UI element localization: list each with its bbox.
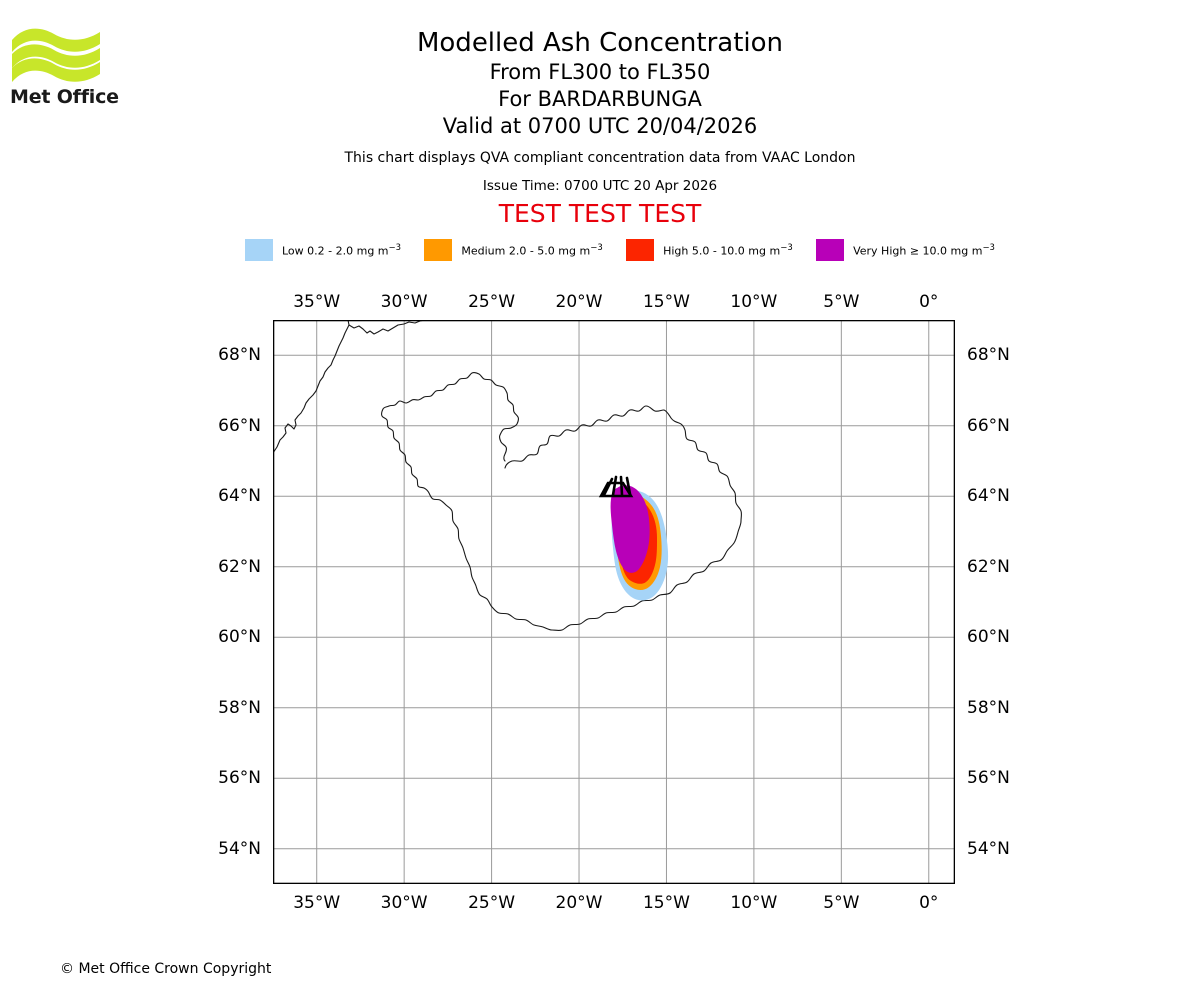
lat-tick-right: 66°N [967,416,1010,436]
lat-tick-left: 64°N [218,486,261,506]
lon-tick-top: 30°W [381,292,428,312]
lat-tick-right: 56°N [967,768,1010,788]
test-banner: TEST TEST TEST [280,199,920,229]
lon-tick-bottom: 15°W [643,893,690,913]
ash-concentration-map: 35°W30°W25°W20°W15°W10°W5°W0° 35°W30°W25… [273,320,955,884]
lon-tick-bottom: 0° [919,893,938,913]
legend-entry-low: Low 0.2 - 2.0 mg m−3 [245,239,401,261]
page-title: Modelled Ash Concentration [280,28,920,59]
lon-tick-top: 5°W [823,292,859,312]
map-canvas [273,320,955,884]
copyright-footer: © Met Office Crown Copyright [60,960,271,978]
lon-tick-top: 10°W [730,292,777,312]
lon-tick-top: 0° [919,292,938,312]
lat-tick-right: 68°N [967,345,1010,365]
lon-tick-bottom: 35°W [293,893,340,913]
legend-entry-high: High 5.0 - 10.0 mg m−3 [626,239,793,261]
issue-time: Issue Time: 0700 UTC 20 Apr 2026 [280,178,920,195]
lat-tick-left: 60°N [218,627,261,647]
legend-swatch-very-high [816,239,844,261]
lat-tick-left: 56°N [218,768,261,788]
map-background [273,320,955,884]
legend-label-medium: Medium 2.0 - 5.0 mg m−3 [461,242,602,258]
lat-tick-right: 62°N [967,557,1010,577]
logo-wordmark: Met Office [10,87,130,107]
lon-tick-bottom: 25°W [468,893,515,913]
flight-level-line: From FL300 to FL350 [280,59,920,86]
legend-entry-medium: Medium 2.0 - 5.0 mg m−3 [424,239,602,261]
lat-tick-right: 58°N [967,698,1010,718]
lon-tick-top: 35°W [293,292,340,312]
legend-label-high: High 5.0 - 10.0 mg m−3 [663,242,793,258]
lon-tick-top: 25°W [468,292,515,312]
lat-tick-right: 64°N [967,486,1010,506]
chart-description: This chart displays QVA compliant concen… [280,149,920,167]
lat-tick-left: 62°N [218,557,261,577]
concentration-legend: Low 0.2 - 2.0 mg m−3 Medium 2.0 - 5.0 mg… [245,238,995,262]
lon-tick-bottom: 10°W [730,893,777,913]
volcano-name-line: For BARDARBUNGA [280,86,920,113]
legend-entry-very-high: Very High ≥ 10.0 mg m−3 [816,239,995,261]
legend-swatch-high [626,239,654,261]
title-block: Modelled Ash Concentration From FL300 to… [280,28,920,229]
lat-tick-right: 54°N [967,839,1010,859]
lon-tick-bottom: 5°W [823,893,859,913]
lat-tick-left: 58°N [218,698,261,718]
lon-tick-bottom: 20°W [556,893,603,913]
lat-tick-right: 60°N [967,627,1010,647]
lat-tick-left: 66°N [218,416,261,436]
lon-tick-top: 15°W [643,292,690,312]
lon-tick-bottom: 30°W [381,893,428,913]
legend-swatch-medium [424,239,452,261]
met-office-waves-icon [10,24,110,86]
legend-label-low: Low 0.2 - 2.0 mg m−3 [282,242,401,258]
legend-label-very-high: Very High ≥ 10.0 mg m−3 [853,242,995,258]
lat-tick-left: 54°N [218,839,261,859]
lon-tick-top: 20°W [556,292,603,312]
lat-tick-left: 68°N [218,345,261,365]
legend-swatch-low [245,239,273,261]
valid-time-line: Valid at 0700 UTC 20/04/2026 [280,113,920,140]
met-office-logo: Met Office [10,24,130,114]
